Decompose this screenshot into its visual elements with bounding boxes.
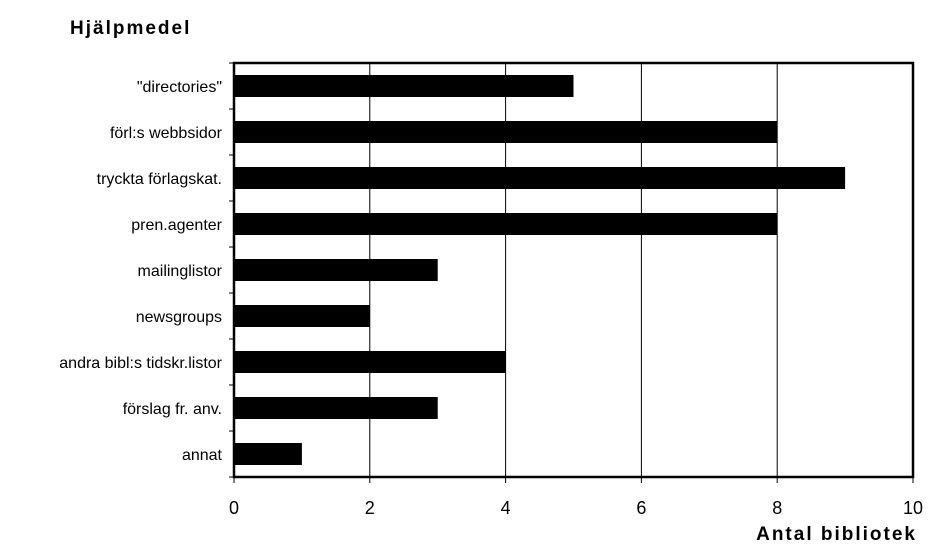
category-label: newsgroups [136,309,222,326]
x-tick-label: 10 [903,498,923,518]
x-tick-label: 0 [229,498,239,518]
category-label: förl:s webbsidor [110,125,223,142]
x-tick-label: 8 [772,498,782,518]
x-axis-title: Antal bibliotek [756,524,917,545]
category-label: annat [182,447,223,464]
category-label: förslag fr. anv. [123,401,222,418]
x-tick-label: 4 [501,498,511,518]
y-axis-title: Hjälpmedel [70,18,192,39]
plot-frame [229,61,915,483]
bar [234,305,370,327]
category-label: andra bibl:s tidskr.listor [59,355,222,372]
category-label: pren.agenter [131,217,222,234]
bar [234,75,574,97]
bar [234,259,438,281]
bar [234,443,302,465]
bar [234,121,778,143]
category-labels: "directories" förl:s webbsidor tryckta för… [59,79,222,464]
category-label: mailinglistor [138,263,223,280]
x-tick-label: 2 [365,498,375,518]
bar [234,167,846,189]
bar [234,351,506,373]
category-label: "directories" [137,79,222,96]
bars [234,75,846,465]
bar [234,213,778,235]
x-tick-labels: 0 2 4 6 8 10 [229,498,923,518]
x-tick-label: 6 [636,498,646,518]
category-label: tryckta förlagskat. [97,171,222,188]
bar [234,397,438,419]
